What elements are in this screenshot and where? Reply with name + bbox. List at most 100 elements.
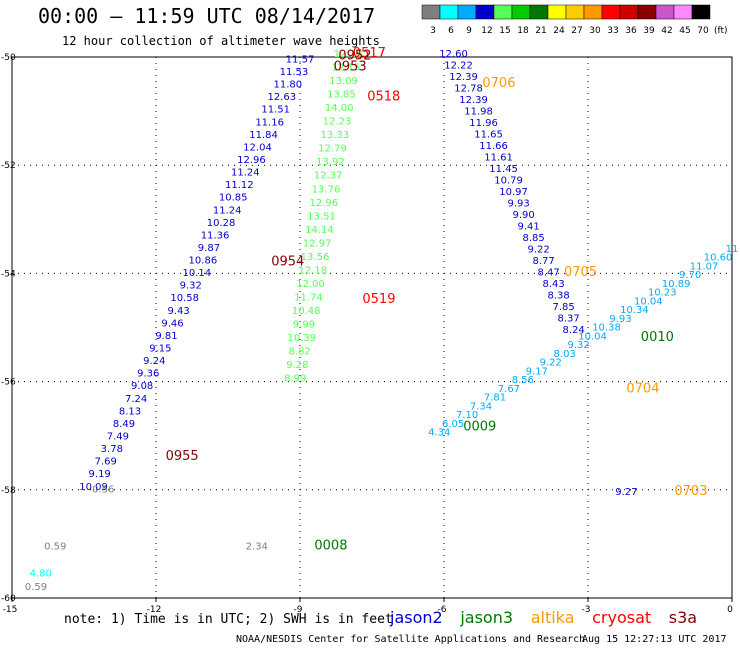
pass-time-label: 0009 — [463, 419, 496, 434]
wave-height-label: 7.49 — [107, 432, 129, 443]
wave-height-label: 2.34 — [246, 541, 268, 552]
wave-height-label: 13.56 — [301, 252, 330, 263]
wave-height-label: 11.24 — [213, 205, 242, 216]
wave-height-label: 11.24 — [231, 168, 260, 179]
wave-height-label: 10.58 — [170, 293, 199, 304]
wave-height-label: 8.24 — [562, 325, 584, 336]
legend-bin-label: 3 — [430, 26, 436, 36]
wave-height-label: 8.99 — [284, 374, 306, 385]
wave-height-label: 11.16 — [255, 117, 284, 128]
wave-height-label: 13.85 — [327, 90, 356, 101]
wave-height-label: 10.85 — [219, 193, 248, 204]
wave-height-label: 0.56 — [92, 485, 114, 496]
wave-height-label: 7.67 — [498, 384, 520, 395]
wave-height-label: 7.34 — [470, 401, 492, 412]
y-tick-label: -52 — [1, 161, 16, 171]
wave-height-label: 9.22 — [540, 358, 562, 369]
wave-height-label: 8.85 — [522, 233, 544, 244]
wave-height-label: 9.99 — [293, 320, 315, 331]
y-tick-label: -60 — [1, 594, 16, 604]
wave-height-label: 7.81 — [484, 393, 506, 404]
wave-height-label: 10.34 — [620, 305, 649, 316]
legend-bin-label: 45 — [679, 26, 690, 36]
pass-time-label: 0010 — [641, 330, 674, 345]
wave-height-label: 9.08 — [131, 381, 153, 392]
wave-height-label: 11.51 — [261, 105, 290, 116]
wave-height-label: 9.41 — [517, 221, 539, 232]
legend-swatch — [583, 4, 603, 20]
legend-swatch — [673, 4, 693, 20]
wave-height-label: 10.04 — [578, 331, 607, 342]
wave-height-label: 9.43 — [167, 306, 189, 317]
legend-swatch — [493, 4, 513, 20]
mission-s3a: s3a — [668, 608, 698, 627]
wave-height-label: 9.24 — [143, 356, 165, 367]
legend-swatch — [619, 4, 639, 20]
legend-bin-label: 33 — [607, 26, 618, 36]
wave-height-label: 13.76 — [312, 184, 341, 195]
wave-height-label: 11 — [726, 244, 739, 255]
wave-height-label: 12.39 — [449, 72, 478, 83]
wave-height-label: 0.59 — [25, 582, 47, 593]
wave-height-label: 9.17 — [526, 366, 548, 377]
wave-height-label: 10.38 — [592, 323, 621, 334]
wave-height-label: 11.80 — [274, 80, 303, 91]
legend-swatch — [475, 4, 495, 20]
wave-height-label: 8.82 — [288, 347, 310, 358]
wave-height-label: 9.87 — [198, 243, 220, 254]
plot-frame — [11, 56, 733, 599]
mission-altika: altika — [530, 608, 575, 627]
legend-bin-label: 70 — [697, 26, 709, 36]
wave-height-label: 14.00 — [325, 103, 354, 114]
pass-time-label: 0954 — [271, 254, 304, 269]
pass-time-label: 0518 — [367, 89, 400, 104]
wave-height-label: 8.13 — [119, 406, 141, 417]
y-tick-label: -54 — [1, 269, 16, 279]
wave-height-label: 7.10 — [456, 410, 478, 421]
legend-bin-label: 39 — [643, 26, 655, 36]
wave-height-label: 10.89 — [662, 279, 691, 290]
wave-height-label: 11.65 — [474, 129, 503, 140]
wave-height-label: 9.46 — [161, 318, 183, 329]
wave-height-label: 11.57 — [286, 54, 315, 65]
wave-height-label: 12.22 — [444, 60, 473, 71]
wave-height-label: 8.77 — [532, 256, 554, 267]
wave-height-label: 10.04 — [634, 296, 663, 307]
pass-time-label: 0519 — [362, 292, 395, 307]
legend-bin-label: 27 — [571, 26, 582, 36]
legend-swatch — [547, 4, 567, 20]
pass-time-label: 0517 — [353, 46, 386, 61]
credit-line: NOAA/NESDIS Center for Satellite Applica… — [236, 634, 586, 645]
wave-height-label: 8.49 — [113, 419, 135, 430]
wave-height-label: 8.43 — [542, 279, 564, 290]
legend-bin-label: 30 — [589, 26, 601, 36]
legend-bin-label: 42 — [661, 26, 672, 36]
legend-swatch — [655, 4, 675, 20]
wave-height-label: 11.12 — [225, 180, 254, 191]
wave-height-label: 10.60 — [704, 253, 733, 264]
wave-height-label: 9.81 — [155, 331, 177, 342]
wave-height-label: 7.85 — [552, 302, 574, 313]
wave-height-label: 6.05 — [442, 419, 464, 430]
wave-height-label: 11.84 — [249, 130, 278, 141]
wave-height-label: 9.90 — [512, 210, 534, 221]
wave-height-label: 8.47 — [537, 267, 559, 278]
map-title: 00:00 – 11:59 UTC 08/14/2017 — [38, 4, 376, 28]
wave-height-label: 9.28 — [286, 360, 308, 371]
pass-time-label: 0706 — [482, 76, 515, 91]
map-subtitle: 12 hour collection of altimeter wave hei… — [62, 34, 380, 48]
wave-height-label: 11.61 — [484, 152, 513, 163]
pass-time-label: 0008 — [314, 538, 347, 553]
x-tick-label: -3 — [582, 605, 591, 615]
wave-height-label: 9.32 — [180, 281, 202, 292]
legend-unit: (ft) — [714, 26, 728, 36]
wave-height-label: 10.14 — [182, 268, 211, 279]
wave-height-label: 12.39 — [459, 95, 488, 106]
x-tick-label: -6 — [438, 605, 447, 615]
wave-height-label: 9.70 — [679, 270, 701, 281]
y-tick-label: -56 — [1, 378, 16, 388]
wave-height-label: 13.92 — [316, 157, 345, 168]
wave-height-label: 11.36 — [201, 230, 230, 241]
mission-cryosat: cryosat — [592, 608, 652, 627]
